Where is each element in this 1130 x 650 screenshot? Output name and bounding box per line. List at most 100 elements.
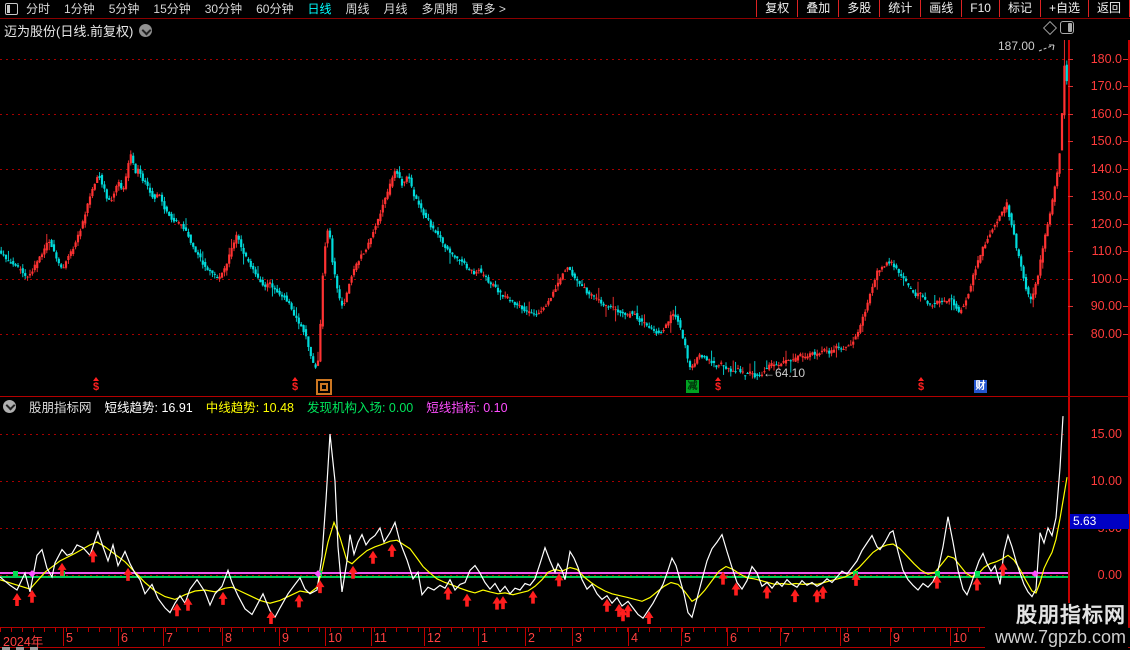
axis-tick [1068,196,1073,197]
menu-item-月线[interactable]: 月线 [383,1,408,16]
month-label: 8 [225,631,232,645]
month-label: 6 [730,631,737,645]
axis-tick [1123,251,1128,252]
topbar-left-menu: 分时 1分钟 5分钟 15分钟 30分钟 60分钟 日线 周线 月线 多周期 更多 > [26,1,506,18]
menu-item-多周期[interactable]: 多周期 [421,1,458,16]
page-title: 迈为股份(日线.前复权) [4,24,134,39]
metric-中线趋势: 中线趋势: 10.48 [205,400,294,415]
axis-tick [1068,86,1073,87]
month-boundary [780,628,781,646]
month-label: 10 [953,631,967,645]
month-label: 7 [783,631,790,645]
month-boundary [63,628,64,646]
axis-tick [1123,223,1128,225]
axis-tick [1068,223,1073,225]
signal-dollar-badge: $ [712,377,724,394]
toolbar-button-+自选[interactable]: +自选 [1039,0,1088,17]
toolbar-button-返回[interactable]: 返回 [1087,0,1130,17]
toolbar-button-复权[interactable]: 复权 [756,0,797,17]
top-menu-bar: 分时 1分钟 5分钟 15分钟 30分钟 60分钟 日线 周线 月线 多周期 更多 > 复权 叠加 多股… [0,0,1130,19]
price-axis-label: 170.0 [1090,79,1122,93]
window-layout-icon[interactable] [5,3,18,15]
menu-item-60分钟[interactable]: 60分钟 [256,1,294,16]
month-label: 9 [893,631,900,645]
price-axis-column [1068,40,1130,646]
month-label: 1 [481,631,488,645]
axis-tick [1068,113,1073,115]
month-label: 7 [166,631,173,645]
diamond-icon[interactable] [1042,20,1058,36]
month-label: 5 [66,631,73,645]
axis-tick [1068,278,1073,280]
month-label: 3 [575,631,582,645]
axis-tick [1068,333,1073,335]
time-axis-ticks [0,628,1130,632]
watermark-title: 股朋指标网 [1016,604,1126,627]
menu-item-1分钟[interactable]: 1分钟 [64,1,95,16]
split-window-icon[interactable] [1060,21,1074,34]
price-axis-label: 150.0 [1090,134,1122,148]
toolbar-button-画线[interactable]: 画线 [920,0,961,17]
axis-tick [1123,58,1128,60]
toolbar-button-统计[interactable]: 统计 [879,0,920,17]
month-boundary [727,628,728,646]
hui-square-badge [316,379,332,395]
axis-tick [1123,113,1128,115]
toolbar-button-叠加[interactable]: 叠加 [797,0,838,17]
indicator-current-value: 5.63 [1070,514,1129,530]
axis-tick [1123,168,1128,170]
month-boundary [279,628,280,646]
month-boundary [681,628,682,646]
cai-badge: 财 [974,380,987,393]
annotation-low: ←64.10 [763,366,806,380]
chevron-down-icon[interactable] [139,24,153,37]
indicator-chart[interactable] [0,415,1068,627]
month-boundary [840,628,841,646]
jian-badge: 减 [686,380,699,393]
chart-indicator-divider [0,396,1130,397]
price-axis-label: 130.0 [1090,189,1122,203]
indicator-axis-label: 15.00 [1090,427,1122,441]
gridline [0,575,1068,576]
menu-item-30分钟[interactable]: 30分钟 [204,1,243,16]
month-boundary [371,628,372,646]
month-boundary [890,628,891,646]
up-arrow-icon [918,377,924,381]
gridline [0,223,1068,225]
indicator-metrics: 短线趋势: 16.91 中线趋势: 10.48 发现机构入场: 0.00 短线指标: … [105,397,508,416]
gridline [0,481,1068,482]
gridline [0,168,1068,170]
month-label: 9 [282,631,289,645]
month-label: 11 [374,631,387,645]
toolbar-button-多股[interactable]: 多股 [838,0,879,17]
month-label: 10 [328,631,342,645]
axis-tick [1123,306,1128,307]
gridline [0,528,1068,529]
price-axis-label: 140.0 [1090,161,1122,176]
clipped-statusbar [2,647,38,650]
month-label: 8 [843,631,850,645]
indicator-chevron-icon[interactable] [3,399,16,413]
month-label: 5 [684,631,691,645]
price-axis-label: 100.0 [1090,271,1122,286]
toolbar-button-F10[interactable]: F10 [961,0,999,17]
menu-item-周线[interactable]: 周线 [345,1,370,16]
axis-tick [1068,58,1073,60]
watermark-url: www.7gpzb.com [994,627,1126,647]
price-axis-label: 160.0 [1090,106,1122,121]
menu-item-更多 >[interactable]: 更多 > [471,1,506,16]
signal-dollar-badge: $ [289,377,301,394]
menu-item-日线[interactable]: 日线 [307,1,332,16]
candlestick-chart[interactable] [0,40,1068,395]
indicator-axis-label: 10.00 [1090,474,1122,488]
month-label: 6 [121,631,128,645]
topbar-right-menu: 复权 叠加 多股 统计 画线 F10 标记 +自选 返回 [756,0,1130,17]
menu-item-分时[interactable]: 分时 [26,1,51,16]
toolbar-button-标记[interactable]: 标记 [998,0,1040,17]
axis-tick [1068,306,1073,307]
menu-item-15分钟[interactable]: 15分钟 [153,1,191,16]
price-axis-label: 180.0 [1090,51,1122,66]
axis-tick [1123,278,1128,280]
menu-item-5分钟[interactable]: 5分钟 [108,1,140,16]
